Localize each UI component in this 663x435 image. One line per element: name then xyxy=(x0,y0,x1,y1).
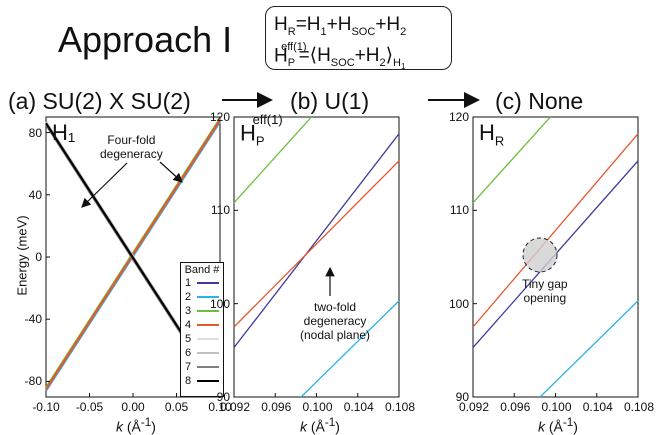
legend-entry: 6 xyxy=(181,346,223,360)
x-tick-label-a: -0.10 xyxy=(32,400,60,414)
series-line-c-band-2 xyxy=(539,300,639,398)
panel-a-label: H₁ xyxy=(52,120,76,145)
y-tick-label-c: 90 xyxy=(455,390,469,404)
y-tick-label-b: 110 xyxy=(210,203,230,218)
legend-entry-label: 4 xyxy=(184,319,192,331)
gap-circle xyxy=(522,237,558,273)
legend-entry: 4 xyxy=(181,318,223,332)
x-tick-label-a: 0.05 xyxy=(164,400,189,414)
legend-entry: 5 xyxy=(181,332,223,346)
legend-entry: 3 xyxy=(181,304,223,318)
x-tick-label-c: 0.104 xyxy=(582,400,613,414)
y-tick-label-a: 40 xyxy=(28,187,42,202)
x-tick-label-a: 0.10 xyxy=(208,400,232,414)
series-line-b-band-1 xyxy=(233,133,400,348)
x-axis-label-c: k (Å-1) xyxy=(538,416,578,435)
y-tick-label-b: 120 xyxy=(209,110,230,124)
legend-entry-label: 2 xyxy=(184,291,192,303)
panel-c-label: HR xyxy=(479,120,505,149)
legend-entry-label: 5 xyxy=(184,333,192,345)
x-tick-label-c: 0.100 xyxy=(541,400,572,414)
legend-title: Band # xyxy=(184,264,220,276)
annotation-arrow-right xyxy=(159,161,183,183)
title-a: (a) SU(2) X SU(2) xyxy=(8,88,191,114)
series-line-b-band-2 xyxy=(300,300,400,398)
legend-entry-label: 7 xyxy=(184,361,192,373)
x-tick-label-c: 0.108 xyxy=(624,400,655,414)
y-tick-label-c: 110 xyxy=(449,203,469,218)
y-tick-label-b: 90 xyxy=(216,390,230,404)
plot-frame-b xyxy=(233,116,400,398)
y-tick-label-a: -40 xyxy=(24,312,42,327)
title-c: (c) None xyxy=(495,88,584,114)
x-tick-label-b: 0.104 xyxy=(343,400,374,414)
legend-entry: 7 xyxy=(181,360,223,374)
y-tick-label-a: 0 xyxy=(35,250,42,264)
legend-swatch xyxy=(197,296,219,298)
legend-swatch xyxy=(197,282,219,284)
y-tick-label-b: 100 xyxy=(209,296,230,311)
tiny-gap-label: Tiny gap opening xyxy=(522,277,568,305)
legend-entry: 8 xyxy=(181,374,223,388)
y-tick-label-c: 100 xyxy=(448,296,469,311)
x-axis-label-a: k (Å-1) xyxy=(116,416,156,435)
annotation-arrow-left xyxy=(81,162,128,208)
legend-swatch xyxy=(197,338,219,340)
y-tick-label-a: -80 xyxy=(24,374,42,389)
series-line-b-band-3 xyxy=(233,116,312,204)
x-tick-label-b: 0.100 xyxy=(302,400,333,414)
panel-b-label: HPeff(1) xyxy=(240,112,283,149)
legend-entry: 1 xyxy=(181,276,223,290)
series-line-c-band-3 xyxy=(472,116,551,204)
approach-label: Approach I xyxy=(58,19,233,60)
y-tick-label-c: 120 xyxy=(448,110,469,124)
two-fold-label: two-fold degeneracy (nodal plane) xyxy=(300,300,371,342)
legend-entry-label: 6 xyxy=(184,347,192,359)
y-tick-label-a: 80 xyxy=(28,125,42,140)
legend-swatch xyxy=(197,324,219,326)
x-tick-label-b: 0.092 xyxy=(220,400,251,414)
hr-equation: HR=H1+HSOC+H2 xyxy=(274,14,407,38)
legend: Band # 1 2 3 4 5 6 7 8 xyxy=(180,262,224,397)
x-tick-label-c: 0.092 xyxy=(459,400,490,414)
series-line-b-band-4 xyxy=(233,160,400,328)
x-tick-label-b: 0.096 xyxy=(261,400,292,414)
legend-swatch xyxy=(197,352,219,354)
legend-swatch xyxy=(197,380,219,382)
legend-entry-label: 3 xyxy=(184,305,192,317)
series-line-c-band-4 xyxy=(472,133,639,328)
hp-equation: HPeff(1)=⟨HSOC+H2⟩H1 xyxy=(274,41,406,72)
legend-entry: 2 xyxy=(181,290,223,304)
legend-swatch xyxy=(197,366,219,368)
legend-entry-label: 1 xyxy=(184,277,192,289)
title-b: (b) U(1) xyxy=(290,88,370,114)
x-tick-label-c: 0.096 xyxy=(500,400,531,414)
four-fold-label: Four-fold degeneracy xyxy=(100,133,163,161)
x-tick-label-b: 0.108 xyxy=(385,400,416,414)
legend-swatch xyxy=(197,310,219,312)
legend-entry-label: 8 xyxy=(184,375,192,387)
hamiltonian-definitions-box: HR=H1+HSOC+H2 HPeff(1)=⟨HSOC+H2⟩H1 xyxy=(265,6,452,71)
x-tick-label-a: -0.05 xyxy=(75,400,104,414)
x-tick-label-a: 0.00 xyxy=(121,400,145,414)
x-axis-label-b: k (Å-1) xyxy=(300,416,340,435)
